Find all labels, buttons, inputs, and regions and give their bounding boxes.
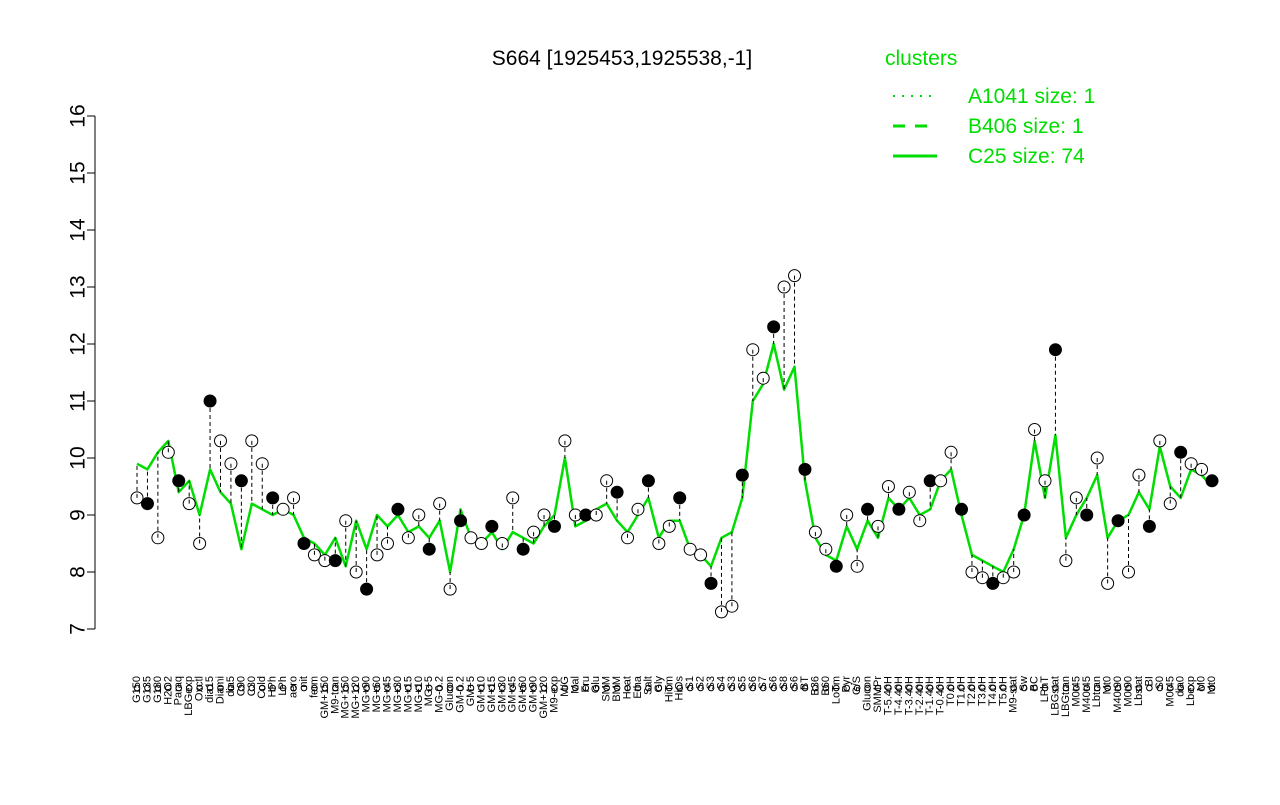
y-tick-label: 14	[67, 218, 90, 242]
y-tick-label: 12	[67, 332, 90, 355]
legend-entry-b406: B406 size: 1	[968, 115, 1084, 138]
y-tick-label: 11	[67, 390, 90, 412]
x-tick-label: Mt0	[1206, 676, 1218, 694]
legend-entry-c25: C25 size: 74	[968, 145, 1085, 168]
y-tick-label: 16	[67, 104, 90, 127]
legend-entry-a1041: A1041 size: 1	[968, 85, 1095, 108]
series-line-c25	[137, 344, 1212, 572]
y-tick-label: 10	[67, 446, 90, 469]
x-axis: G150G135G180H2O2ParaqLBGexpOxctldia15Dia…	[131, 675, 1218, 718]
y-tick-label: 7	[67, 623, 90, 635]
legend: clusters A1041 size: 1 B406 size: 1 C25 …	[885, 47, 1095, 168]
y-tick-label: 9	[67, 509, 90, 521]
chart-title: S664 [1925453,1925538,-1]	[492, 47, 752, 70]
series-layer	[137, 344, 1212, 572]
y-tick-label: 15	[67, 161, 90, 184]
y-axis: 7 8 9 10 11 12 13 14 15 16	[67, 104, 96, 635]
legend-title: clusters	[885, 47, 957, 70]
y-tick-label: 8	[67, 566, 90, 578]
y-tick-label: 13	[67, 275, 90, 298]
